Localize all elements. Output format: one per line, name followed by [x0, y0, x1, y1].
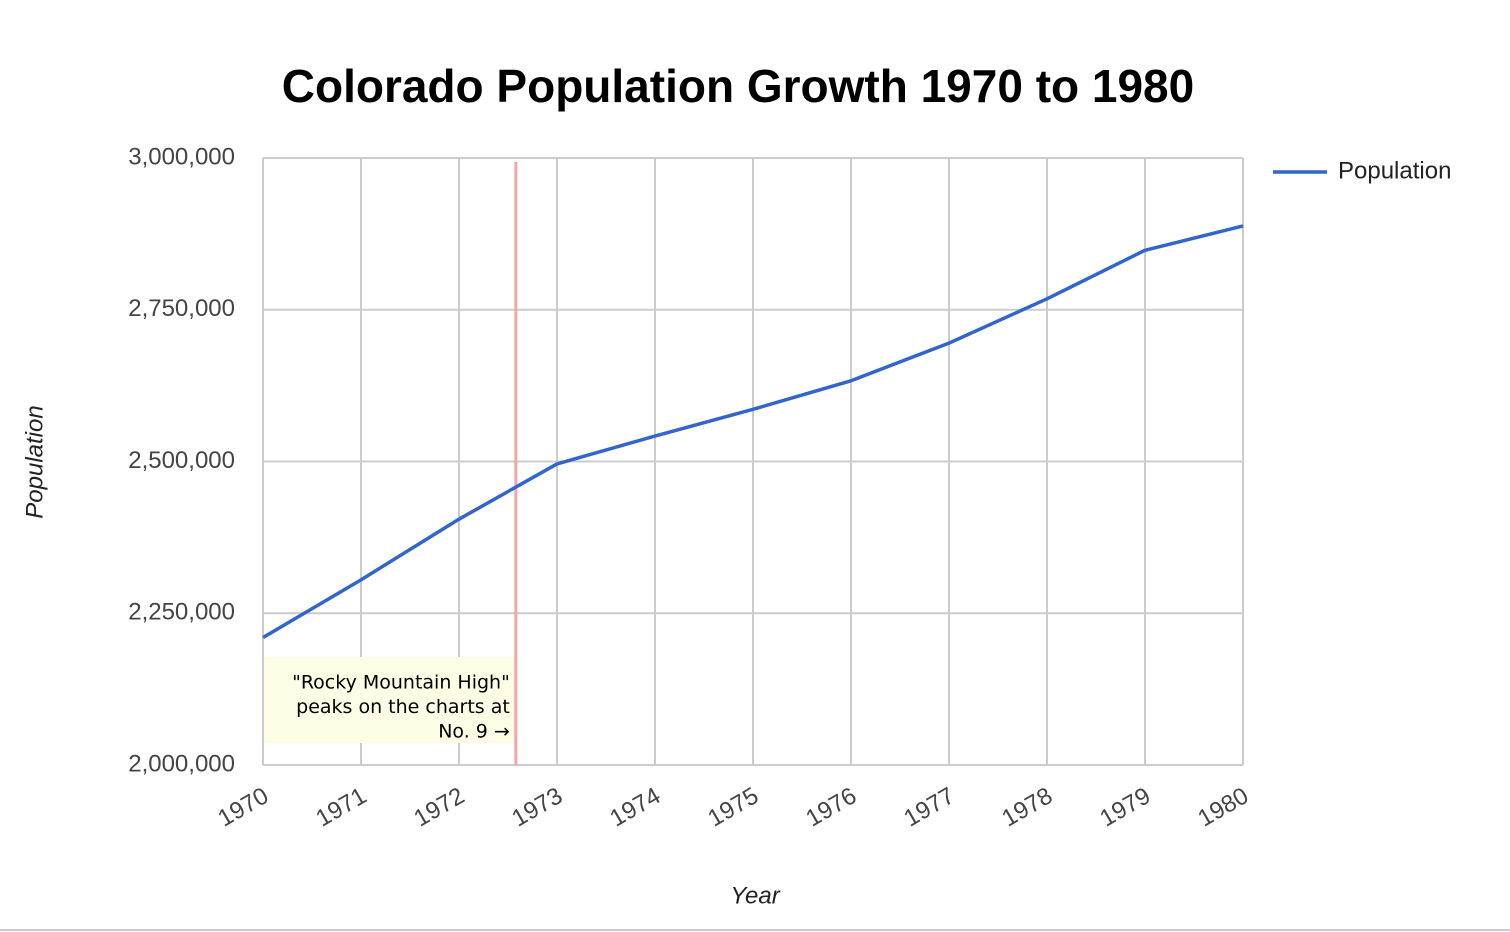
annotation-box	[264, 657, 515, 743]
x-tick-label: 1975	[703, 782, 763, 832]
y-tick-label: 2,250,000	[128, 599, 235, 626]
x-tick-label: 1972	[409, 782, 469, 832]
legend-label: Population	[1338, 157, 1451, 184]
x-tick-label: 1971	[311, 782, 371, 832]
y-tick-label: 3,000,000	[128, 143, 235, 170]
x-tick-label: 1973	[507, 782, 567, 832]
x-tick-label: 1977	[899, 782, 959, 832]
y-tick-label: 2,000,000	[128, 750, 235, 777]
x-axis-title: Year	[730, 882, 780, 909]
x-tick-label: 1978	[997, 782, 1057, 832]
x-tick-label: 1970	[213, 782, 273, 832]
x-tick-label: 1979	[1095, 782, 1155, 832]
line	[262, 224, 1244, 640]
chart-title: Colorado Population Growth 1970 to 1980	[282, 60, 1194, 112]
x-tick-label: 1974	[605, 782, 665, 832]
annotation-text: No. 9 →	[438, 721, 510, 743]
x-tick-label: 1980	[1193, 782, 1253, 832]
x-tick-label: 1976	[801, 782, 861, 832]
y-tick-label: 2,750,000	[128, 295, 235, 322]
y-tick-label: 2,500,000	[128, 447, 235, 474]
annotation-text: "Rocky Mountain High"	[292, 672, 510, 694]
y-axis-title: Population	[21, 405, 48, 518]
annotation-text: peaks on the charts at	[296, 696, 510, 718]
